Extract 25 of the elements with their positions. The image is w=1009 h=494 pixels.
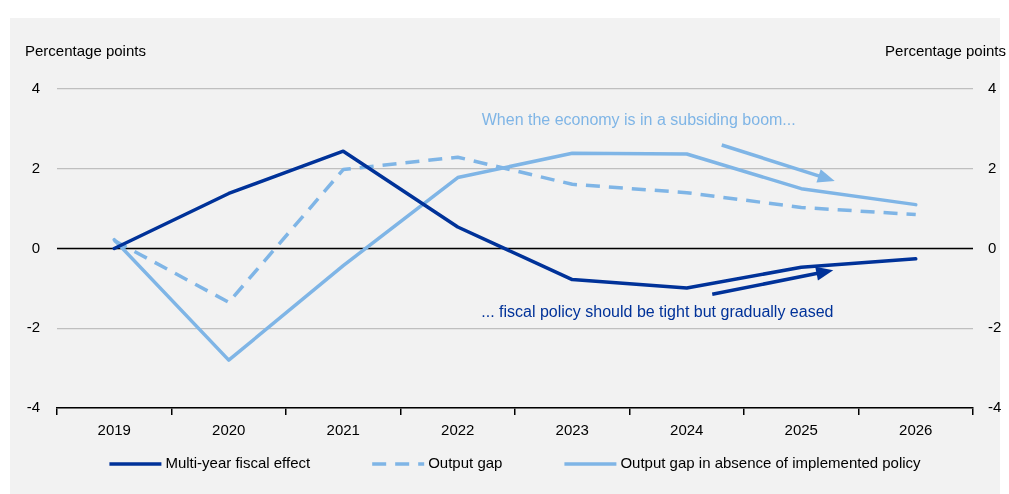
- x-tick-label: 2024: [670, 421, 704, 439]
- x-tick-label: 2023: [555, 421, 589, 439]
- annotation: ... fiscal policy should be tight but gradually eased: [481, 302, 834, 320]
- y2-tick-label: -4: [988, 398, 1002, 416]
- y2-axis-title: Percentage points: [885, 42, 1006, 60]
- annotation: When the economy is in a subsiding boom...: [481, 111, 796, 129]
- legend-label: Output gap: [428, 454, 503, 472]
- y-tick-label: 2: [31, 158, 40, 176]
- legend-label: Output gap in absence of implemented policy: [620, 454, 922, 472]
- x-tick-label: 2020: [212, 421, 246, 439]
- x-tick-label: 2019: [97, 421, 131, 439]
- y-tick-label: 0: [31, 238, 40, 256]
- x-tick-label: 2026: [899, 421, 933, 439]
- y2-tick-label: 4: [988, 79, 997, 97]
- y2-tick-label: 2: [988, 158, 997, 176]
- x-tick-label: 2021: [326, 421, 360, 439]
- y2-tick-label: -2: [988, 318, 1002, 336]
- y-axis-title: Percentage points: [25, 42, 146, 60]
- y2-tick-label: 0: [988, 238, 997, 256]
- y-tick-label: -2: [26, 318, 40, 336]
- y-tick-label: 4: [31, 79, 40, 97]
- x-tick-label: 2022: [441, 421, 475, 439]
- x-tick-label: 2025: [784, 421, 818, 439]
- y-tick-label: -4: [26, 398, 40, 416]
- legend-label: Multi-year fiscal effect: [165, 454, 312, 472]
